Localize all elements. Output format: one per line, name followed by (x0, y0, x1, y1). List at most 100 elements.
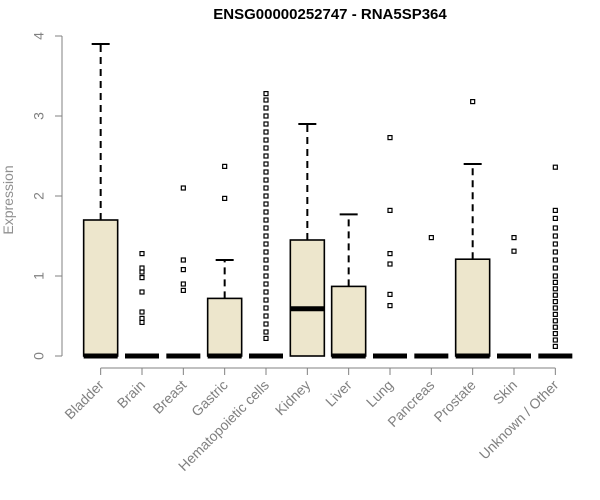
outlier-point (263, 145, 269, 151)
box-pancreas (414, 235, 449, 359)
outlier-point (552, 343, 558, 349)
outlier-point (263, 289, 269, 295)
outlier-point (263, 321, 269, 327)
outlier-point (552, 299, 558, 305)
y-tick-label: 2 (31, 192, 47, 200)
outlier-point (552, 331, 558, 337)
y-tick-label: 0 (31, 352, 47, 360)
outlier-point (470, 98, 476, 105)
outlier-point (263, 193, 269, 199)
outlier-point (387, 261, 393, 267)
box-brain (125, 251, 159, 359)
outlier-point (387, 207, 393, 213)
box-body (206, 297, 243, 357)
outlier-point (139, 319, 145, 325)
chart-title: ENSG00000252747 - RNA5SP364 (213, 6, 447, 23)
outlier-point (263, 121, 269, 127)
y-axis-title: Expression (0, 165, 16, 234)
box-body (330, 285, 367, 357)
outlier-point (263, 90, 269, 97)
outlier-point (552, 318, 558, 324)
outlier-point (263, 113, 269, 119)
outlier-point (552, 311, 558, 317)
outlier-point (552, 249, 558, 255)
x-tick-label: Liver (322, 377, 355, 410)
x-tick-label: Bladder (61, 377, 107, 423)
outlier-point (552, 215, 558, 221)
outlier-point (552, 257, 558, 263)
box-bladder (82, 43, 119, 359)
outlier-point (387, 135, 393, 141)
outlier-point (387, 303, 393, 309)
outlier-point (263, 225, 269, 231)
outlier-point (263, 305, 269, 311)
box-breast (166, 185, 201, 359)
outlier-point (552, 207, 558, 213)
outlier-point (552, 225, 558, 231)
outlier-point (511, 235, 517, 241)
outlier-point (139, 265, 145, 271)
x-tick-label: Prostate (431, 377, 479, 425)
outlier-point (222, 195, 228, 201)
outlier-point (263, 153, 269, 159)
outlier-point (552, 241, 558, 247)
outlier-point (263, 249, 269, 255)
outlier-point (180, 267, 186, 273)
y-tick-label: 1 (31, 272, 47, 280)
y-tick-label: 4 (31, 32, 47, 40)
outlier-point (263, 265, 269, 271)
box-liver (330, 213, 367, 359)
outlier-point (263, 177, 269, 183)
box-prostate (454, 98, 491, 359)
box-body (289, 239, 326, 357)
x-tick-label: Skin (490, 377, 521, 408)
box-skin (497, 235, 531, 359)
outlier-point (263, 297, 269, 303)
outlier-point (263, 233, 269, 239)
y-tick-label: 3 (31, 112, 47, 120)
outlier-point (552, 279, 558, 285)
outlier-point (552, 233, 558, 239)
outlier-point (263, 161, 269, 167)
outlier-point (180, 281, 186, 287)
outlier-point (263, 185, 269, 191)
box-gastric (206, 163, 243, 359)
outlier-point (263, 273, 269, 279)
outlier-point (180, 185, 186, 191)
outlier-point (552, 324, 558, 330)
outlier-point (263, 137, 269, 143)
x-tick-label: Breast (150, 377, 190, 417)
outlier-point (263, 129, 269, 135)
outlier-point (552, 337, 558, 343)
x-tick-label: Kidney (272, 377, 314, 419)
box-lung (373, 135, 407, 359)
outlier-point (263, 201, 269, 207)
outlier-point (387, 251, 393, 257)
outlier-point (387, 291, 393, 297)
outlier-point (552, 305, 558, 311)
box-hematopoietic-cells (249, 90, 283, 359)
outlier-point (263, 257, 269, 263)
outlier-point (263, 105, 269, 111)
outlier-point (552, 265, 558, 271)
outlier-point (180, 257, 186, 263)
outlier-point (263, 209, 269, 215)
outlier-point (263, 217, 269, 223)
outlier-point (428, 235, 434, 241)
outlier-point (263, 313, 269, 319)
outlier-point (552, 273, 558, 279)
outlier-point (263, 335, 269, 341)
outlier-point (139, 289, 145, 295)
box-body (454, 258, 491, 357)
outlier-point (263, 169, 269, 175)
outlier-point (139, 269, 145, 275)
box-body (82, 219, 119, 357)
outlier-point (139, 315, 145, 321)
outlier-point (511, 248, 517, 254)
outlier-point (180, 287, 186, 293)
outlier-point (552, 164, 558, 170)
outlier-point (139, 275, 145, 281)
outlier-point (139, 309, 145, 315)
